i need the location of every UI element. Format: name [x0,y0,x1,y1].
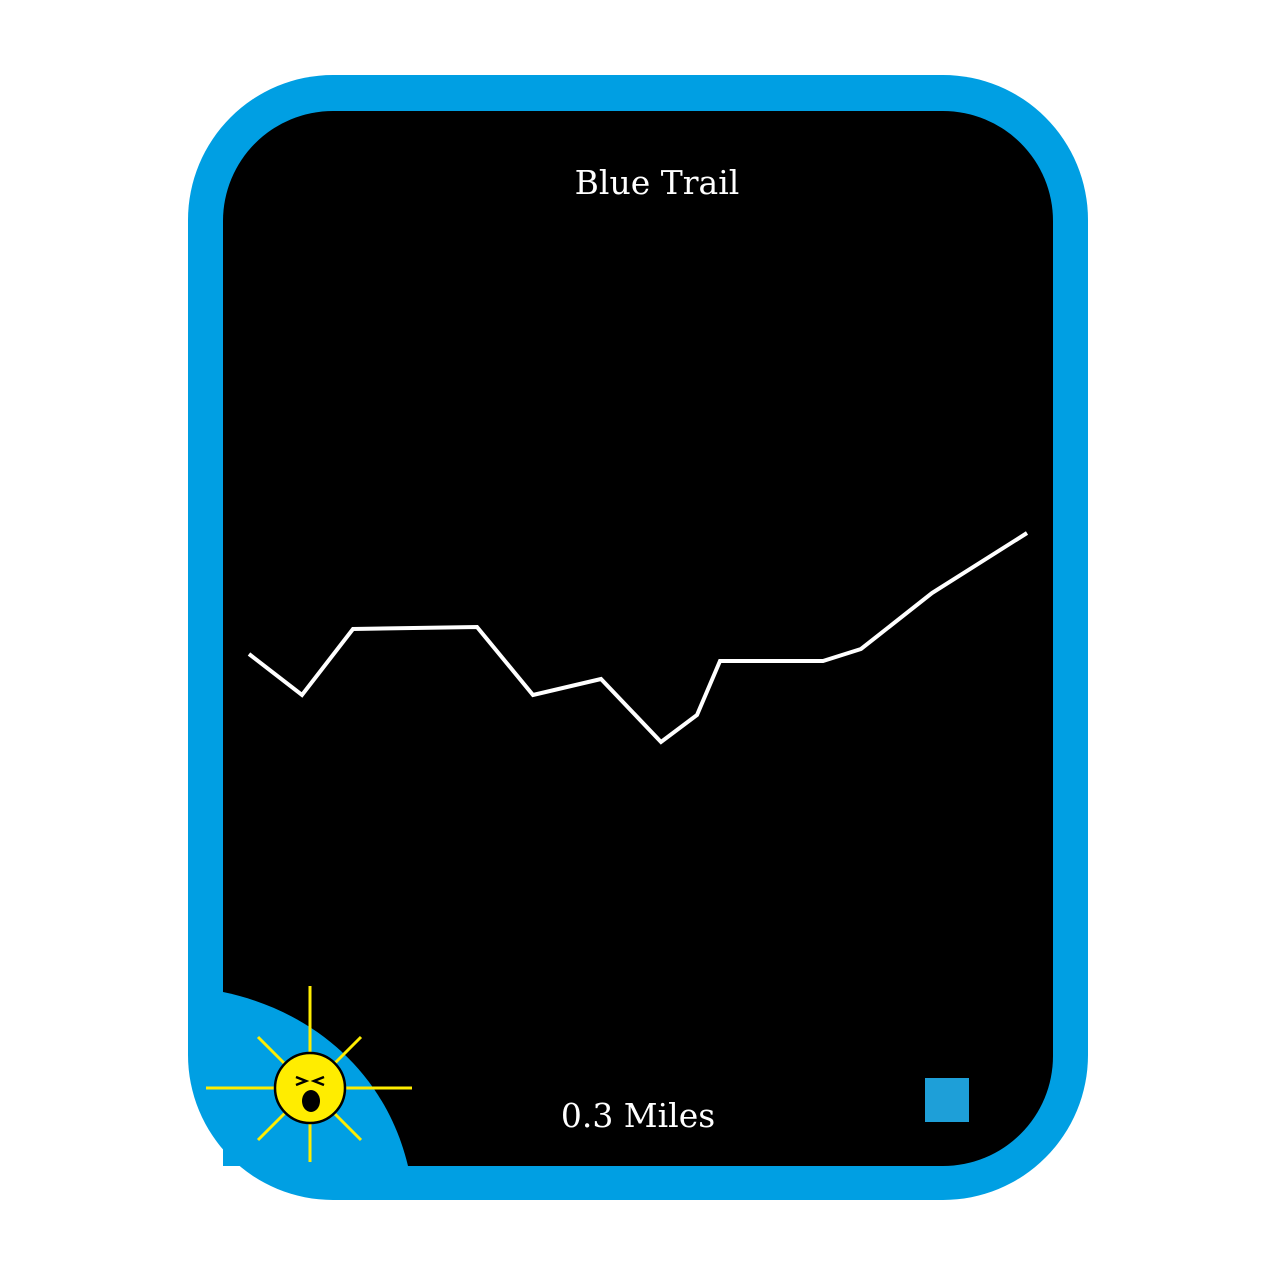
trail-color-square-icon [925,1078,969,1122]
trail-distance: 0.3 Miles [561,1096,715,1135]
trail-title: Blue Trail [575,163,740,202]
elevation-profile-line [247,531,1029,745]
sun-face-icon [206,986,412,1162]
card-inner [223,111,1053,1166]
